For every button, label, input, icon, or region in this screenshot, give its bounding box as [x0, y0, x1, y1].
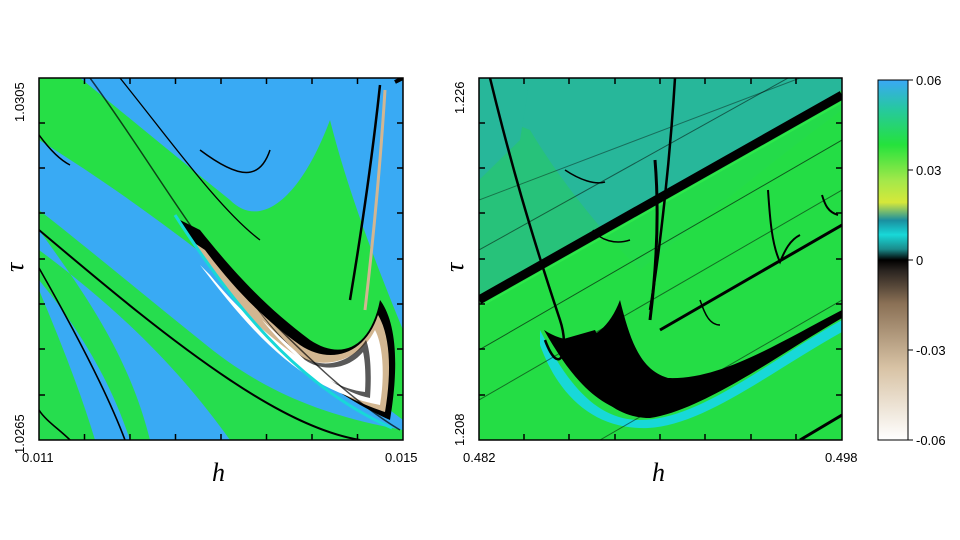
- colorbar-tick-3: -0.03: [916, 343, 946, 358]
- left-y-tick-max: 1.0305: [12, 82, 27, 122]
- left-ticks: [39, 78, 403, 440]
- colorbar-ticks: [908, 79, 913, 441]
- left-heatmap-field: [39, 78, 403, 440]
- right-x-tick-max: 0.498: [825, 450, 858, 465]
- left-y-tick-min: 1.0265: [12, 414, 27, 454]
- right-y-tick-min: 1.208: [452, 413, 467, 446]
- left-x-tick-max: 0.015: [385, 450, 418, 465]
- colorbar: [878, 80, 908, 440]
- right-y-axis-label: τ: [440, 262, 469, 272]
- right-ticks: [479, 78, 842, 440]
- colorbar-tick-4: -0.06: [916, 433, 946, 448]
- left-y-axis-label: τ: [0, 262, 29, 272]
- colorbar-tick-2: 0: [916, 253, 924, 268]
- left-x-axis-label: h: [212, 458, 225, 487]
- left-x-tick-min: 0.011: [22, 450, 54, 465]
- colorbar-tick-1: 0.03: [916, 163, 942, 178]
- right-x-axis-label: h: [652, 458, 665, 487]
- right-y-tick-max: 1.226: [452, 81, 467, 114]
- right-heatmap-field: [479, 78, 842, 440]
- right-x-tick-min: 0.482: [463, 450, 496, 465]
- colorbar-tick-0: 0.06: [916, 73, 942, 88]
